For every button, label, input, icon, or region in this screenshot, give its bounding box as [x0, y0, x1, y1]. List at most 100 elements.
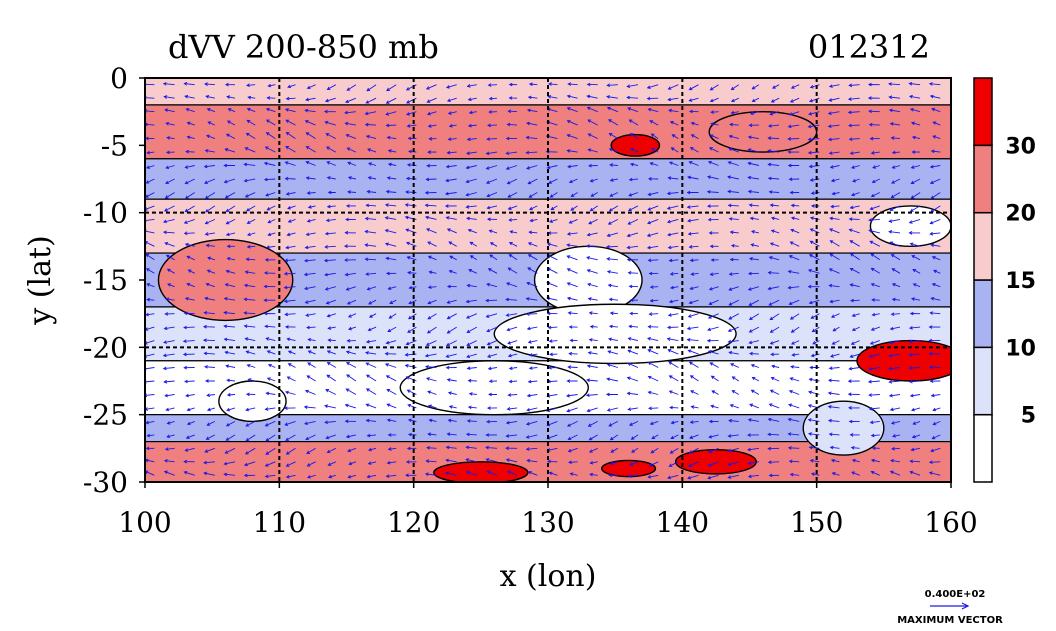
- wind-vector: [225, 269, 236, 274]
- wind-vector: [549, 352, 558, 357]
- wind-vector: [790, 365, 800, 369]
- wind-vector: [246, 218, 256, 224]
- wind-vector: [908, 366, 921, 370]
- wind-vector: [929, 164, 941, 169]
- chart-date-label: 012312: [808, 28, 930, 66]
- wind-vector: [810, 191, 820, 195]
- wind-vector: [888, 229, 901, 234]
- wind-vector: [206, 420, 216, 426]
- wind-vector: [649, 120, 659, 126]
- wind-vector: [767, 270, 780, 275]
- wind-vector: [405, 473, 417, 478]
- y-tick-label: -15: [83, 264, 128, 297]
- wind-vector: [912, 268, 921, 274]
- wind-vector: [566, 94, 578, 99]
- reference-vector: 0.400E+02 MAXIMUM VECTOR: [897, 589, 1003, 626]
- wind-vector: [830, 204, 840, 209]
- wind-vector: [747, 433, 759, 437]
- wind-vector: [809, 178, 820, 182]
- wind-vector: [486, 326, 498, 333]
- wind-vector: [852, 178, 860, 183]
- reference-vector-arrowhead: [961, 602, 970, 610]
- wind-vector: [446, 228, 457, 234]
- wind-vector: [347, 176, 356, 180]
- wind-vector: [610, 447, 619, 453]
- wind-vector: [808, 254, 820, 261]
- wind-vector: [747, 474, 759, 479]
- wind-vector: [326, 313, 336, 318]
- wind-vector: [730, 84, 740, 91]
- wind-vector: [507, 267, 518, 274]
- wind-vector: [889, 407, 901, 412]
- wind-vector: [687, 175, 699, 180]
- wind-vector: [525, 297, 538, 301]
- wind-vector: [386, 418, 397, 423]
- wind-vector: [365, 272, 377, 276]
- wind-vector: [688, 245, 699, 249]
- wind-vector: [488, 392, 498, 397]
- wind-vector: [507, 470, 518, 476]
- wind-vector: [307, 350, 316, 355]
- wind-vector: [448, 405, 457, 409]
- wind-vector: [245, 350, 256, 355]
- wind-vector: [487, 366, 498, 371]
- wind-vector: [869, 340, 880, 345]
- wind-vector: [427, 432, 437, 437]
- colorbar-swatch: [973, 211, 993, 281]
- wind-vector: [304, 299, 316, 304]
- wind-vector: [203, 460, 215, 465]
- wind-vector: [525, 312, 538, 316]
- wind-vector: [264, 146, 276, 153]
- wind-vector: [485, 298, 498, 303]
- wind-vector: [668, 461, 679, 467]
- wind-vector: [789, 241, 800, 247]
- wind-vector: [365, 388, 377, 395]
- wind-vector: [425, 177, 437, 182]
- wind-vector: [566, 407, 578, 413]
- wind-vector: [466, 419, 477, 423]
- wind-vector: [202, 324, 215, 329]
- wind-vector: [306, 447, 316, 454]
- wind-vector: [767, 446, 780, 451]
- wind-vector: [485, 178, 498, 184]
- wind-vector: [347, 190, 356, 194]
- y-tick-label: -25: [83, 399, 128, 432]
- wind-vector: [487, 83, 498, 87]
- wind-vector: [183, 311, 195, 316]
- wind-vector: [908, 339, 921, 344]
- wind-vector: [326, 374, 337, 382]
- wind-vector: [647, 390, 659, 395]
- x-tick-label: 110: [253, 506, 306, 539]
- wind-vector: [810, 353, 820, 358]
- wind-vector: [183, 325, 195, 330]
- wind-vector: [550, 205, 558, 211]
- wind-vector: [607, 218, 619, 225]
- wind-vector: [405, 111, 417, 116]
- wind-vector: [305, 161, 316, 166]
- wind-vector: [868, 109, 880, 114]
- wind-vector: [788, 403, 800, 409]
- wind-vector: [163, 340, 175, 344]
- wind-vector: [790, 326, 800, 333]
- wind-vector: [647, 107, 659, 113]
- wind-vector: [466, 137, 477, 142]
- wind-vector: [507, 109, 518, 114]
- wind-vector: [747, 148, 760, 153]
- wind-vector: [465, 205, 477, 209]
- wind-vector: [586, 407, 598, 413]
- wind-vector: [245, 257, 256, 262]
- wind-vector: [405, 176, 417, 181]
- wind-vector: [570, 192, 578, 198]
- wind-vector: [206, 134, 216, 140]
- wind-vector: [628, 119, 639, 126]
- wind-vector: [325, 146, 337, 153]
- wind-vector: [526, 458, 538, 463]
- wind-vector: [306, 375, 316, 382]
- wind-vector: [446, 150, 457, 155]
- colorbar-swatch: [973, 346, 993, 416]
- wind-vector: [448, 269, 457, 274]
- wind-vector: [405, 340, 417, 346]
- wind-vector: [647, 258, 659, 263]
- wind-vector: [366, 374, 377, 382]
- wind-vector: [485, 433, 498, 437]
